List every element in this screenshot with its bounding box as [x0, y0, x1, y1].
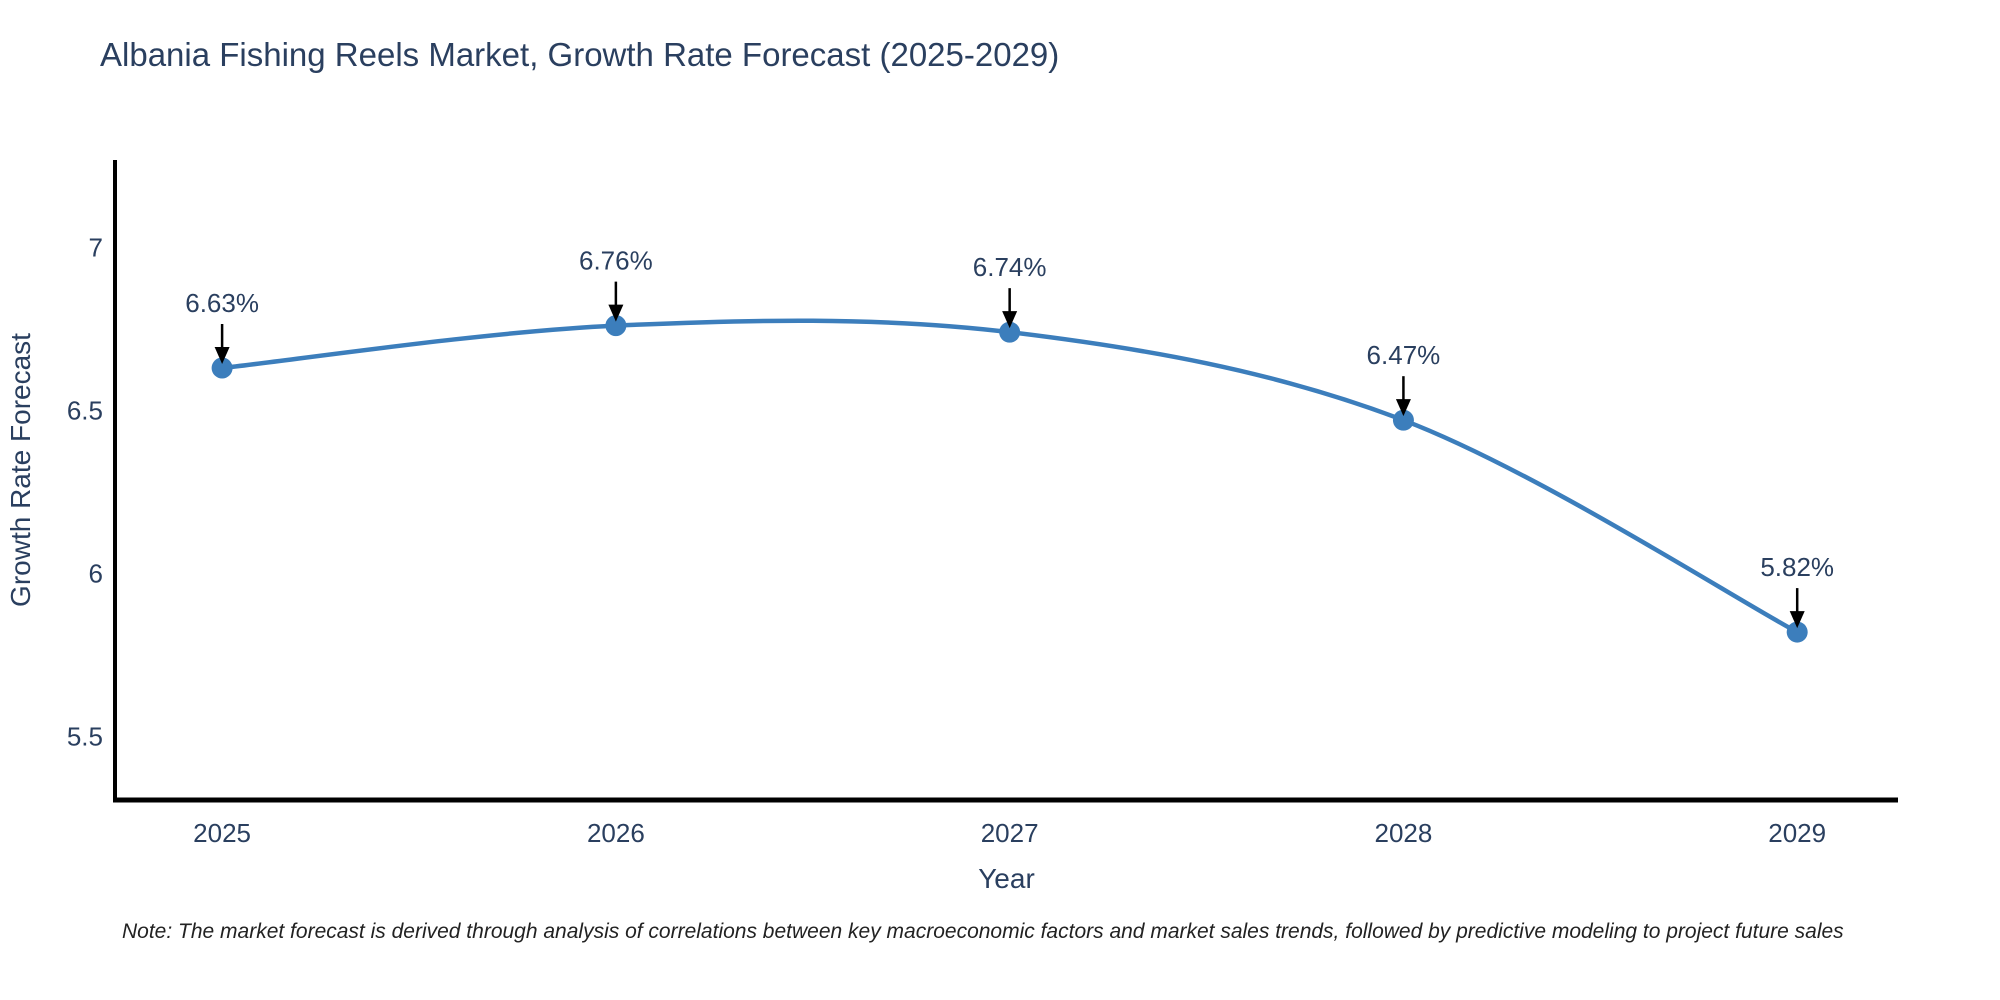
- x-tick-label: 2028: [1375, 818, 1433, 848]
- data-point-label: 5.82%: [1760, 552, 1834, 582]
- footnote: Note: The market forecast is derived thr…: [122, 920, 1844, 943]
- annotation-arrowhead: [608, 304, 624, 322]
- forecast-line: [219, 318, 1800, 635]
- x-tick-label: 2029: [1768, 818, 1826, 848]
- x-axis-title: Year: [978, 863, 1035, 894]
- x-tick-label: 2026: [587, 818, 645, 848]
- chart-title: Albania Fishing Reels Market, Growth Rat…: [100, 36, 1060, 73]
- y-tick-label: 6.5: [67, 395, 103, 425]
- data-point-label: 6.74%: [973, 252, 1047, 282]
- y-axis-title: Growth Rate Forecast: [5, 333, 36, 607]
- y-tick-label: 5.5: [67, 721, 103, 751]
- data-point-marker: [1392, 409, 1414, 431]
- annotation-arrowhead: [214, 347, 230, 365]
- x-tick-label: 2025: [193, 818, 251, 848]
- annotation-arrowhead: [1395, 399, 1411, 417]
- data-point-label: 6.47%: [1367, 340, 1441, 370]
- annotation-arrowhead: [1002, 311, 1018, 329]
- x-tick-label: 2027: [981, 818, 1039, 848]
- data-point-marker: [1786, 621, 1808, 643]
- data-point-label: 6.63%: [185, 288, 259, 318]
- data-point-marker: [211, 357, 233, 379]
- data-point-label: 6.76%: [579, 246, 653, 276]
- data-point-marker: [605, 315, 627, 337]
- annotation-arrowhead: [1789, 611, 1805, 629]
- y-tick-label: 7: [89, 232, 103, 262]
- y-tick-label: 6: [89, 558, 103, 588]
- data-point-marker: [999, 321, 1021, 343]
